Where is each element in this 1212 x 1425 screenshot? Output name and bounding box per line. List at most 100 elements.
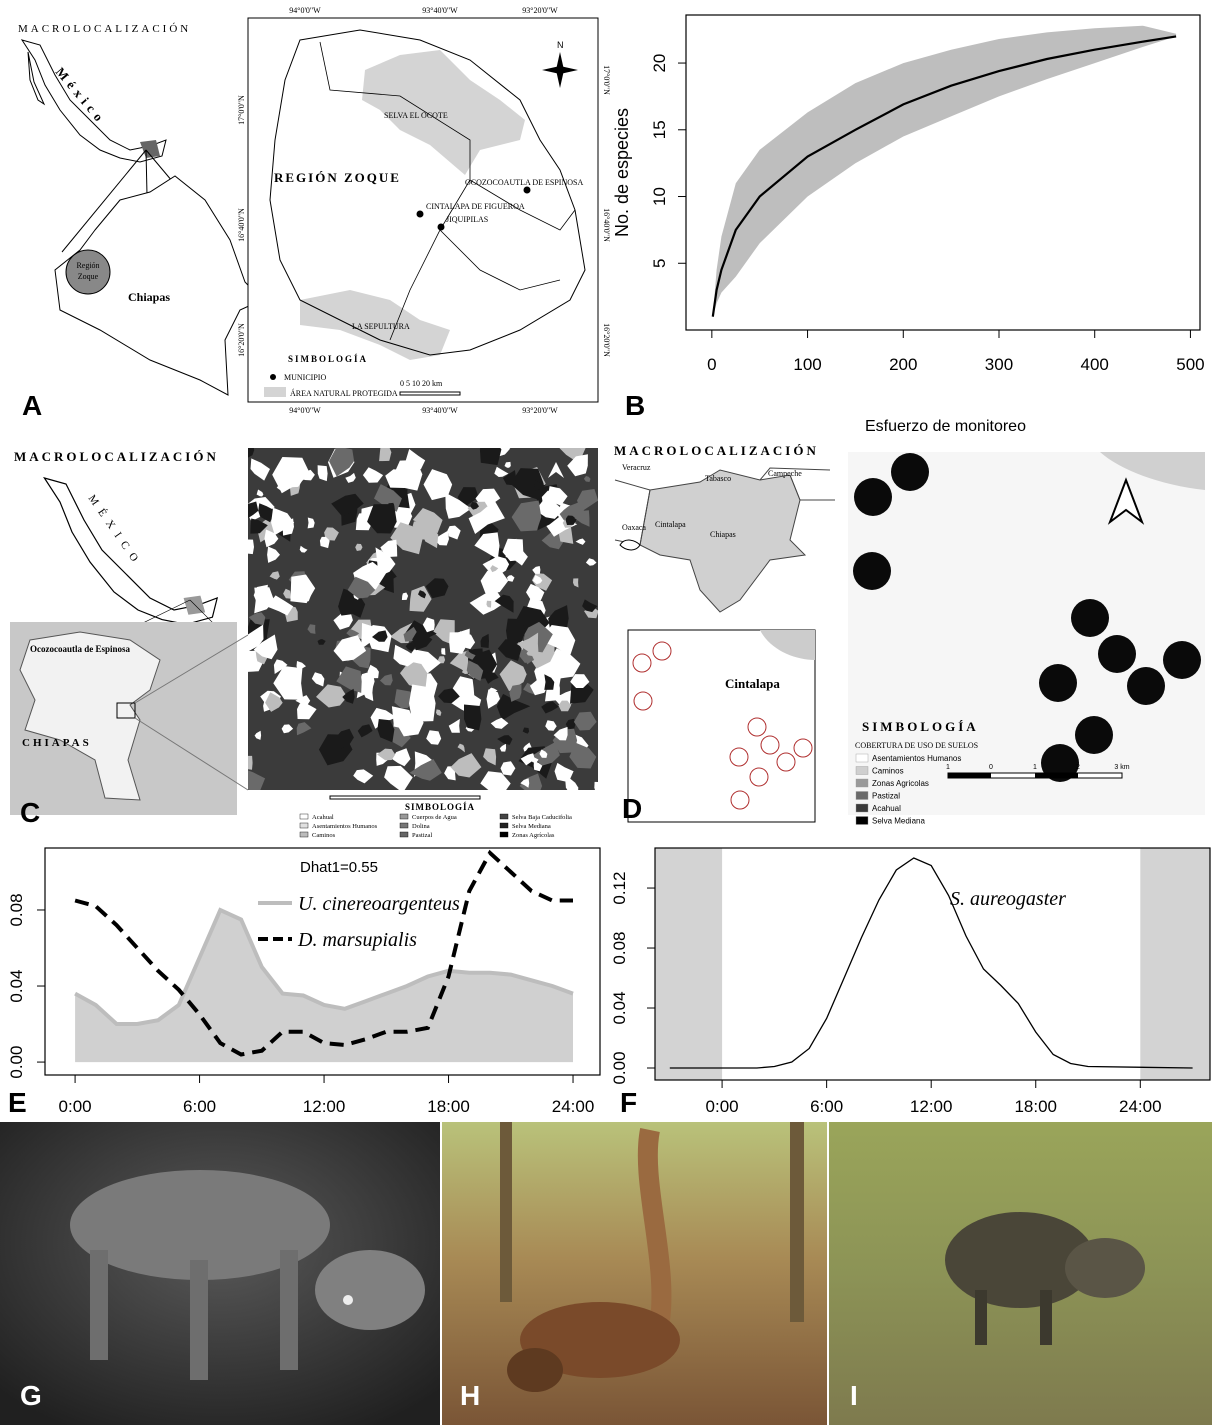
state-label: CHIAPAS xyxy=(22,737,92,749)
land-patch xyxy=(400,661,428,690)
land-patch xyxy=(385,469,413,488)
land-patch xyxy=(511,500,542,532)
map-c: MACROLOCALIZACIÓN MÉXICO Ocozocoautla de… xyxy=(10,448,598,839)
land-patch xyxy=(367,664,379,679)
land-patch xyxy=(520,753,535,766)
photo-g xyxy=(0,1122,440,1425)
land-patch xyxy=(409,585,432,612)
animal-tail xyxy=(637,1128,672,1322)
land-patch xyxy=(488,687,498,693)
panel-label: H xyxy=(460,1380,480,1411)
land-patch xyxy=(256,489,264,497)
municipio-dot xyxy=(523,186,531,194)
land-patch xyxy=(317,465,328,482)
lon-label: 93°40'0"W xyxy=(422,6,458,15)
land-patch xyxy=(494,466,509,477)
region-highlight xyxy=(140,140,160,158)
land-patch xyxy=(506,618,526,643)
lat-label: 17°0'0"N xyxy=(237,95,246,125)
land-patch xyxy=(258,503,276,523)
y-tick-label: 15 xyxy=(650,120,669,139)
y-tick-label: 0.00 xyxy=(7,1046,26,1079)
region-label: Región xyxy=(76,261,99,270)
land-patch xyxy=(509,684,522,702)
map-heading: MACROLOCALIZACIÓN xyxy=(14,449,219,464)
y-tick-label: 10 xyxy=(650,187,669,206)
lon-label: 93°20'0"W xyxy=(522,406,558,415)
land-patch xyxy=(524,655,535,665)
land-patch xyxy=(434,530,449,546)
zoom-box xyxy=(116,702,136,719)
land-patch xyxy=(466,660,484,681)
lat-label: 16°40'0"N xyxy=(237,208,246,242)
legend-swatch xyxy=(399,831,409,838)
legend-swatch xyxy=(299,813,309,820)
land-patch xyxy=(393,644,419,667)
x-tick-label: 400 xyxy=(1081,355,1109,374)
land-patch xyxy=(532,575,543,585)
land-patch xyxy=(520,778,530,788)
state-label: Oaxaca xyxy=(622,523,646,532)
land-patch xyxy=(554,762,574,783)
land-patch xyxy=(480,771,511,790)
land-patch xyxy=(497,639,522,661)
legend-swatch xyxy=(299,831,309,838)
land-patch xyxy=(345,472,356,483)
plot-frame xyxy=(654,847,1211,1081)
site-circles xyxy=(632,641,813,810)
land-patch xyxy=(534,480,546,491)
place-label: JIQUIPILAS xyxy=(446,215,488,224)
land-patch xyxy=(299,545,308,553)
legend-label: ÁREA NATURAL PROTEGIDA xyxy=(290,388,398,398)
land-patch xyxy=(426,730,442,745)
land-patch xyxy=(485,671,499,684)
land-patch xyxy=(526,583,545,601)
region-zoque xyxy=(65,249,111,295)
legend-label: Caminos xyxy=(872,767,904,776)
y-tick-label: 0.00 xyxy=(610,1051,629,1084)
land-patch xyxy=(346,628,360,637)
panel-label: C xyxy=(20,797,40,828)
land-patch xyxy=(379,448,392,462)
map-title: Esfuerzo de monitoreo xyxy=(865,418,1026,435)
lat-label: 17°0'0"N xyxy=(602,65,611,95)
land-patch xyxy=(267,546,280,563)
x-tick-label: 12:00 xyxy=(303,1097,346,1116)
land-patch xyxy=(447,525,461,540)
land-patch xyxy=(500,761,516,776)
land-patch xyxy=(254,730,262,740)
land-patch xyxy=(423,469,453,501)
land-patch xyxy=(248,624,264,652)
land-patch xyxy=(573,578,579,588)
land-patch xyxy=(269,571,280,580)
north-arrow: N xyxy=(542,40,578,88)
legend-label: Zonas Agrícolas xyxy=(512,832,555,839)
x-tick-label: 24:00 xyxy=(552,1097,595,1116)
land-patch xyxy=(510,468,544,500)
land-patch xyxy=(499,743,507,752)
land-patch xyxy=(547,648,581,679)
land-patch xyxy=(248,755,253,770)
scale-bar-seg xyxy=(948,773,991,778)
chiapas-outline xyxy=(639,469,807,613)
scale-bar-seg xyxy=(1035,773,1078,778)
land-patch xyxy=(307,624,316,634)
land-patch xyxy=(564,774,579,790)
land-patch xyxy=(483,748,497,766)
animal-head xyxy=(507,1348,563,1392)
land-patch xyxy=(380,539,398,558)
x-tick-label: 18:00 xyxy=(427,1097,470,1116)
land-patch xyxy=(438,688,461,704)
protected-area xyxy=(300,290,450,360)
municipio-boundary xyxy=(469,179,576,231)
land-patch xyxy=(355,543,363,551)
land-patch xyxy=(522,727,530,734)
legend-swatch xyxy=(399,822,409,829)
land-patch xyxy=(353,769,374,784)
land-patch xyxy=(504,461,511,468)
north-label: N xyxy=(557,40,564,50)
animal-leg xyxy=(975,1290,987,1345)
panel-label: A xyxy=(22,390,42,421)
